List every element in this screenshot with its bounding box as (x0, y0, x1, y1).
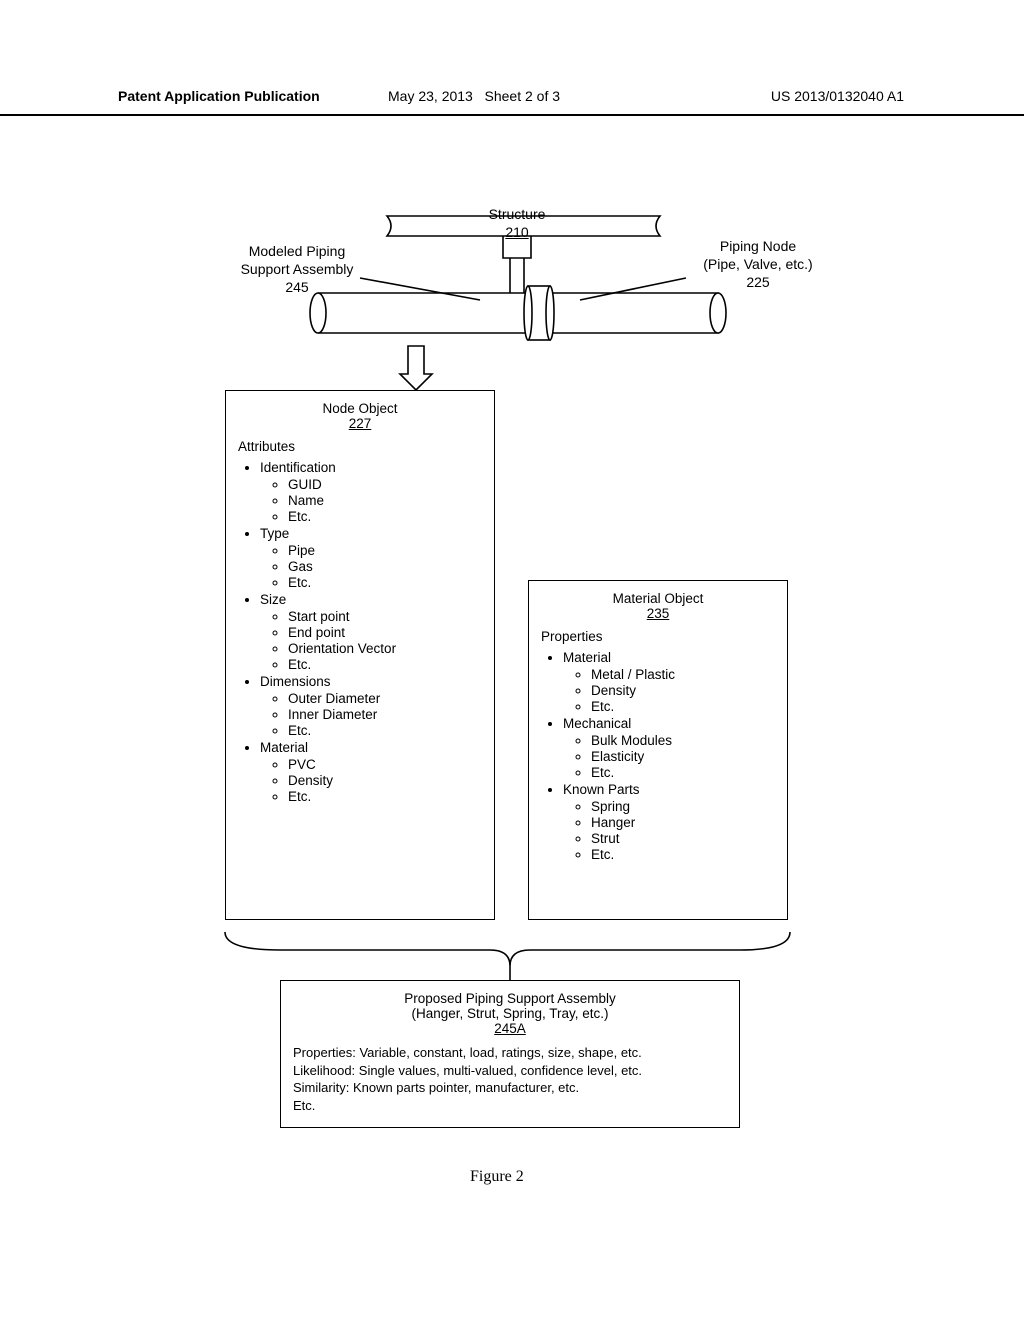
proposed-num: 245A (293, 1021, 727, 1036)
modeled-label: Modeled Piping Support Assembly 245 (232, 242, 362, 297)
material-object-num: 235 (541, 606, 775, 621)
node-object-box: Node Object 227 Attributes Identificatio… (225, 390, 495, 920)
list-subitem: Inner Diameter (288, 707, 482, 722)
list-subitem: Bulk Modules (591, 733, 775, 748)
list-item: MaterialPVCDensityEtc. (260, 740, 482, 804)
piping-node-num: 225 (746, 274, 769, 290)
list-subitem: Elasticity (591, 749, 775, 764)
list-subitem: Etc. (591, 765, 775, 780)
node-object-section: Attributes (238, 439, 482, 454)
list-item: SizeStart pointEnd pointOrientation Vect… (260, 592, 482, 672)
node-object-title: Node Object 227 (238, 401, 482, 431)
node-object-name: Node Object (238, 401, 482, 416)
material-object-section: Properties (541, 629, 775, 644)
figure-caption: Figure 2 (470, 1168, 524, 1186)
structure-num: 210 (505, 224, 528, 240)
list-subitem: Etc. (591, 847, 775, 862)
list-item: IdentificationGUIDNameEtc. (260, 460, 482, 524)
piping-node-label: Piping Node (Pipe, Valve, etc.) 225 (688, 237, 828, 292)
node-object-num: 227 (238, 416, 482, 431)
list-item: TypePipeGasEtc. (260, 526, 482, 590)
proposed-name: Proposed Piping Support Assembly (293, 991, 727, 1006)
text-line: Similarity: Known parts pointer, manufac… (293, 1079, 727, 1097)
list-subitem: Etc. (288, 575, 482, 590)
list-item: DimensionsOuter DiameterInner DiameterEt… (260, 674, 482, 738)
list-subitem: Start point (288, 609, 482, 624)
list-subitem: End point (288, 625, 482, 640)
list-item: MechanicalBulk ModulesElasticityEtc. (563, 716, 775, 780)
list-subitem: Etc. (288, 509, 482, 524)
list-subitem: Gas (288, 559, 482, 574)
list-subitem: Pipe (288, 543, 482, 558)
list-subitem: Hanger (591, 815, 775, 830)
proposed-box: Proposed Piping Support Assembly (Hanger… (280, 980, 740, 1128)
modeled-num: 245 (285, 279, 308, 295)
list-subitem: Outer Diameter (288, 691, 482, 706)
material-object-attrs: MaterialMetal / PlasticDensityEtc.Mechan… (541, 650, 775, 862)
list-subitem: Density (591, 683, 775, 698)
text-line: Etc. (293, 1097, 727, 1115)
list-subitem: Spring (591, 799, 775, 814)
list-subitem: Name (288, 493, 482, 508)
list-item: MaterialMetal / PlasticDensityEtc. (563, 650, 775, 714)
list-subitem: Density (288, 773, 482, 788)
text-line: Properties: Variable, constant, load, ra… (293, 1044, 727, 1062)
list-item: Known PartsSpringHangerStrutEtc. (563, 782, 775, 862)
proposed-subtitle: (Hanger, Strut, Spring, Tray, etc.) (293, 1006, 727, 1021)
material-object-name: Material Object (541, 591, 775, 606)
piping-node-line1: Piping Node (720, 238, 796, 254)
piping-node-line2: (Pipe, Valve, etc.) (703, 256, 812, 272)
node-object-attrs: IdentificationGUIDNameEtc.TypePipeGasEtc… (238, 460, 482, 804)
material-object-box: Material Object 235 Properties MaterialM… (528, 580, 788, 920)
proposed-lines: Properties: Variable, constant, load, ra… (293, 1044, 727, 1114)
list-subitem: Metal / Plastic (591, 667, 775, 682)
modeled-line2: Support Assembly (241, 261, 354, 277)
list-subitem: Etc. (288, 789, 482, 804)
list-subitem: Etc. (288, 657, 482, 672)
page: Patent Application Publication May 23, 2… (0, 0, 1024, 1320)
list-subitem: Etc. (288, 723, 482, 738)
structure-label: Structure 210 (472, 205, 562, 241)
text-line: Likelihood: Single values, multi-valued,… (293, 1062, 727, 1080)
structure-text: Structure (489, 206, 546, 222)
modeled-line1: Modeled Piping (249, 243, 346, 259)
list-subitem: Etc. (591, 699, 775, 714)
list-subitem: PVC (288, 757, 482, 772)
proposed-title: Proposed Piping Support Assembly (Hanger… (293, 991, 727, 1036)
material-object-title: Material Object 235 (541, 591, 775, 621)
list-subitem: GUID (288, 477, 482, 492)
list-subitem: Orientation Vector (288, 641, 482, 656)
list-subitem: Strut (591, 831, 775, 846)
